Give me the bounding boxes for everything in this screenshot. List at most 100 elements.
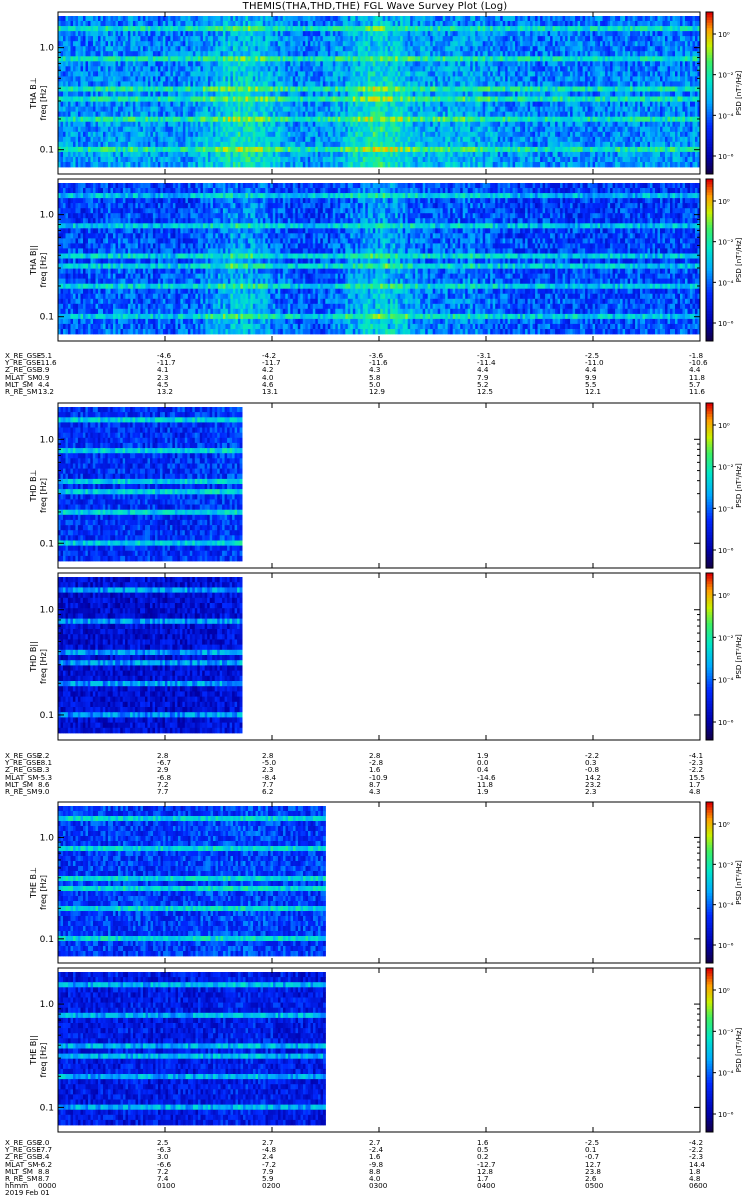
spectrogram-cell bbox=[238, 36, 241, 41]
spectrogram-cell bbox=[230, 46, 233, 51]
spectrogram-cell bbox=[345, 92, 348, 97]
spectrogram-cell bbox=[86, 46, 89, 51]
spectrogram-cell bbox=[335, 56, 338, 61]
spectrogram-cell bbox=[400, 26, 403, 31]
spectrogram-cell bbox=[405, 81, 408, 86]
spectrogram-cell bbox=[458, 36, 461, 41]
spectrogram-cell bbox=[388, 107, 391, 112]
spectrogram-cell bbox=[190, 46, 193, 51]
spectrogram-cell bbox=[418, 97, 421, 102]
spectrogram-cell bbox=[93, 102, 96, 107]
spectrogram-cell bbox=[423, 117, 426, 122]
spectrogram-cell bbox=[135, 46, 138, 51]
spectrogram-cell bbox=[175, 142, 178, 147]
spectrogram-cell bbox=[390, 122, 393, 127]
spectrogram-cell bbox=[173, 21, 176, 26]
spectrogram-cell bbox=[440, 162, 443, 167]
spectrogram-cell bbox=[308, 46, 311, 51]
spectrogram-cell bbox=[225, 61, 228, 66]
spectrogram-cell bbox=[265, 41, 268, 46]
spectrogram-cell bbox=[213, 157, 216, 162]
spectrogram-cell bbox=[470, 122, 473, 127]
spectrogram-cell bbox=[423, 147, 426, 152]
spectrogram-cell bbox=[398, 147, 401, 152]
spectrogram-cell bbox=[320, 127, 323, 132]
spectrogram-cell bbox=[323, 112, 326, 117]
spectrogram-cell bbox=[225, 137, 228, 142]
spectrogram-cell bbox=[133, 132, 136, 137]
spectrogram-cell bbox=[430, 137, 433, 142]
spectrogram-cell bbox=[285, 132, 288, 137]
spectrogram-cell bbox=[283, 92, 286, 97]
spectrogram-cell bbox=[460, 117, 463, 122]
spectrogram-cell bbox=[460, 147, 463, 152]
spectrogram-cell bbox=[140, 107, 143, 112]
spectrogram-cell bbox=[330, 66, 333, 71]
spectrogram-cell bbox=[178, 61, 181, 66]
spectrogram-cell bbox=[448, 46, 451, 51]
spectrogram-cell bbox=[203, 66, 206, 71]
spectrogram-cell bbox=[448, 162, 451, 167]
spectrogram-cell bbox=[295, 97, 298, 102]
spectrogram-cell bbox=[410, 102, 413, 107]
spectrogram-cell bbox=[243, 92, 246, 97]
spectrogram-cell bbox=[370, 127, 373, 132]
spectrogram-cell bbox=[76, 142, 79, 147]
spectrogram-cell bbox=[288, 107, 291, 112]
spectrogram-cell bbox=[458, 16, 461, 21]
spectrogram-cell bbox=[258, 36, 261, 41]
spectrogram-cell bbox=[355, 61, 358, 66]
spectrogram-cell bbox=[403, 26, 406, 31]
spectrogram-cell bbox=[325, 46, 328, 51]
spectrogram-cell bbox=[98, 81, 101, 86]
spectrogram-cell bbox=[423, 152, 426, 157]
spectrogram-cell bbox=[313, 162, 316, 167]
spectrogram-cell bbox=[370, 152, 373, 157]
spectrogram-cell bbox=[445, 142, 448, 147]
spectrogram-cell bbox=[178, 51, 181, 56]
spectrogram-cell bbox=[363, 87, 366, 92]
spectrogram-cell bbox=[243, 112, 246, 117]
spectrogram-cell bbox=[348, 147, 351, 152]
spectrogram-cell bbox=[98, 76, 101, 81]
spectrogram-cell bbox=[283, 76, 286, 81]
spectrogram-cell bbox=[445, 46, 448, 51]
spectrogram-cell bbox=[113, 132, 116, 137]
spectrogram-cell bbox=[103, 76, 106, 81]
spectrogram-cell bbox=[238, 122, 241, 127]
spectrogram-cell bbox=[240, 61, 243, 66]
spectrogram-cell bbox=[443, 152, 446, 157]
spectrogram-cell bbox=[205, 41, 208, 46]
spectrogram-cell bbox=[318, 66, 321, 71]
spectrogram-cell bbox=[340, 107, 343, 112]
spectrogram-cell bbox=[253, 157, 256, 162]
spectrogram-cell bbox=[178, 112, 181, 117]
spectrogram-cell bbox=[108, 132, 111, 137]
spectrogram-cell bbox=[290, 46, 293, 51]
spectrogram-cell bbox=[333, 71, 336, 76]
spectrogram-cell bbox=[73, 147, 76, 152]
spectrogram-cell bbox=[213, 26, 216, 31]
spectrogram-cell bbox=[106, 46, 109, 51]
spectrogram-cell bbox=[363, 152, 366, 157]
spectrogram-cell bbox=[180, 31, 183, 36]
spectrogram-cell bbox=[243, 137, 246, 142]
spectrogram-cell bbox=[93, 21, 96, 26]
spectrogram-cell bbox=[68, 21, 71, 26]
spectrogram-cell bbox=[91, 66, 94, 71]
spectrogram-cell bbox=[125, 81, 128, 86]
spectrogram-cell bbox=[205, 127, 208, 132]
spectrogram-cell bbox=[295, 31, 298, 36]
spectrogram-cell bbox=[198, 51, 201, 56]
spectrogram-cell bbox=[173, 51, 176, 56]
spectrogram-cell bbox=[363, 102, 366, 107]
spectrogram-cell bbox=[78, 61, 81, 66]
spectrogram-cell bbox=[398, 46, 401, 51]
spectrogram-cell bbox=[198, 81, 201, 86]
spectrogram-cell bbox=[313, 31, 316, 36]
spectrogram-cell bbox=[173, 137, 176, 142]
spectrogram-cell bbox=[195, 122, 198, 127]
spectrogram-cell bbox=[428, 66, 431, 71]
spectrogram-cell bbox=[83, 147, 86, 152]
spectrogram-cell bbox=[425, 46, 428, 51]
